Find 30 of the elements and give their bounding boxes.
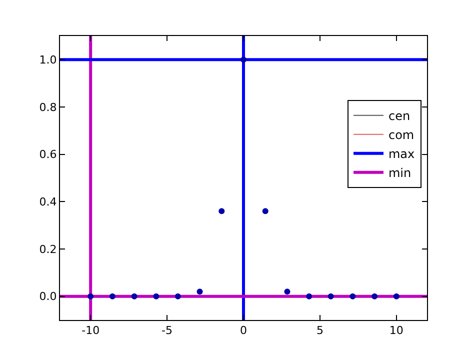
point [372, 293, 378, 300]
point [393, 293, 400, 300]
point [109, 293, 116, 300]
x-tick-label: 10 [389, 324, 404, 338]
point [262, 208, 268, 214]
point [196, 288, 203, 295]
point [88, 293, 94, 300]
legend-label: max [388, 147, 415, 162]
legend-label: min [388, 166, 412, 180]
legend-label: cen [388, 109, 410, 124]
x-tick-label: 0 [240, 324, 247, 338]
point [174, 293, 181, 300]
point [240, 56, 246, 63]
x-tick-label: -10 [82, 324, 100, 338]
y-tick-label: 0.8 [39, 100, 57, 114]
y-tick-label: 0.4 [39, 196, 57, 209]
y-tick-label: 0.0 [39, 290, 57, 304]
x-tick-label: 5 [316, 324, 324, 338]
y-tick-label: 1.0 [39, 54, 57, 67]
point [328, 293, 334, 300]
point [284, 288, 290, 295]
y-tick-label: 0.2 [39, 242, 57, 256]
legend-label: com [388, 128, 414, 142]
point [350, 293, 356, 300]
point [306, 293, 312, 300]
y-tick-label: 0.6 [39, 148, 57, 162]
point [153, 293, 160, 300]
x-tick-label: -5 [162, 324, 173, 338]
point [218, 208, 225, 214]
point [131, 293, 138, 300]
